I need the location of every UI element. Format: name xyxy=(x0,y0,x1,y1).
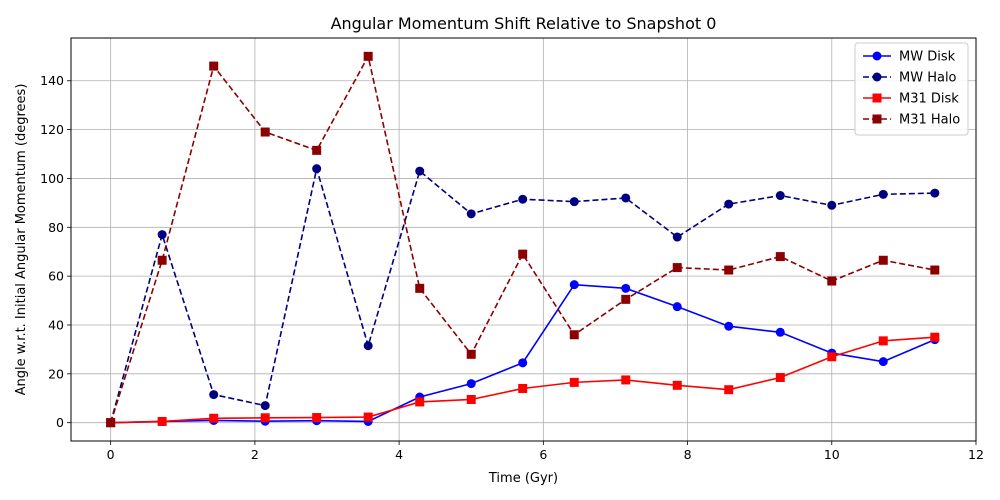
y-tick-label: 40 xyxy=(48,317,64,332)
data-point xyxy=(157,416,167,426)
data-point xyxy=(930,188,940,198)
y-tick-label: 0 xyxy=(56,415,64,430)
y-tick-label: 20 xyxy=(48,366,64,381)
y-tick-label: 80 xyxy=(48,220,64,235)
legend-marker xyxy=(872,114,882,124)
data-point xyxy=(569,330,579,340)
data-point xyxy=(724,385,734,395)
data-point xyxy=(518,194,528,204)
data-point xyxy=(209,413,219,423)
data-point xyxy=(415,397,425,407)
legend-marker xyxy=(872,72,882,82)
plot-frame xyxy=(70,37,977,442)
legend-entry: MW Halo xyxy=(863,71,957,86)
data-point xyxy=(775,372,785,382)
data-point xyxy=(672,263,682,273)
data-point xyxy=(724,199,734,209)
data-point xyxy=(878,336,888,346)
data-point xyxy=(466,209,476,219)
data-point xyxy=(672,380,682,390)
y-tick-label: 100 xyxy=(40,171,64,186)
data-point xyxy=(621,193,631,203)
data-point xyxy=(930,265,940,275)
data-point xyxy=(775,191,785,201)
data-point xyxy=(827,200,837,210)
data-point xyxy=(466,394,476,404)
x-tick-label: 10 xyxy=(824,447,840,462)
data-point xyxy=(415,166,425,176)
data-point xyxy=(518,358,528,368)
data-point xyxy=(518,249,528,259)
data-point xyxy=(724,265,734,275)
data-point xyxy=(209,61,219,71)
y-tick-label: 60 xyxy=(48,269,64,284)
data-point xyxy=(621,283,631,293)
chart-title: Angular Momentum Shift Relative to Snaps… xyxy=(331,14,717,33)
data-point xyxy=(569,280,579,290)
legend-box xyxy=(854,42,969,136)
data-point xyxy=(621,375,631,385)
data-point xyxy=(878,255,888,265)
legend-label: MW Disk xyxy=(899,50,956,65)
x-tick-label: 6 xyxy=(539,447,547,462)
data-point xyxy=(106,418,116,428)
data-point xyxy=(209,390,219,400)
y-tick-label: 120 xyxy=(40,122,64,137)
x-axis-label: Time (Gyr) xyxy=(488,471,558,486)
data-point xyxy=(827,276,837,286)
legend-label: M31 Halo xyxy=(899,113,960,128)
data-point xyxy=(312,145,322,155)
x-tick-label: 2 xyxy=(251,447,259,462)
data-point xyxy=(312,413,322,423)
data-point xyxy=(260,401,270,411)
data-point xyxy=(363,412,373,422)
data-point xyxy=(775,327,785,337)
legend: MW Disk MW Halo M31 Disk M31 Halo xyxy=(854,42,969,136)
data-point xyxy=(157,230,167,240)
legend-entry: MW Disk xyxy=(863,50,956,65)
data-point xyxy=(878,189,888,199)
data-point xyxy=(569,197,579,207)
x-tick-label: 0 xyxy=(107,447,115,462)
legend-entry: M31 Disk xyxy=(863,92,959,107)
x-tick-label: 8 xyxy=(684,447,692,462)
data-point xyxy=(415,283,425,293)
data-point xyxy=(518,383,528,393)
series-group xyxy=(106,51,940,428)
data-point xyxy=(466,379,476,389)
data-point xyxy=(672,232,682,242)
series-m31-disk xyxy=(106,332,940,428)
data-point xyxy=(672,302,682,312)
legend-marker xyxy=(872,51,882,61)
legend-entry: M31 Halo xyxy=(863,113,960,128)
series-m31-halo xyxy=(106,51,940,428)
data-point xyxy=(775,252,785,262)
y-tick-label: 140 xyxy=(40,73,64,88)
data-point xyxy=(363,51,373,61)
data-point xyxy=(621,294,631,304)
grid xyxy=(71,38,977,441)
data-point xyxy=(157,255,167,265)
data-point xyxy=(260,413,270,423)
data-point xyxy=(363,341,373,351)
data-point xyxy=(878,357,888,367)
data-point xyxy=(312,164,322,174)
data-point xyxy=(260,127,270,137)
x-tick-label: 4 xyxy=(395,447,403,462)
data-point xyxy=(466,349,476,359)
legend-marker xyxy=(872,93,882,103)
x-tick-label: 12 xyxy=(968,447,984,462)
legend-label: M31 Disk xyxy=(899,92,959,107)
data-point xyxy=(569,377,579,387)
data-point xyxy=(930,332,940,342)
y-axis-label: Angle w.r.t. Initial Angular Momentum (d… xyxy=(14,84,29,396)
data-point xyxy=(724,321,734,331)
series-line xyxy=(109,54,935,423)
data-point xyxy=(827,352,837,362)
legend-label: MW Halo xyxy=(899,71,957,86)
